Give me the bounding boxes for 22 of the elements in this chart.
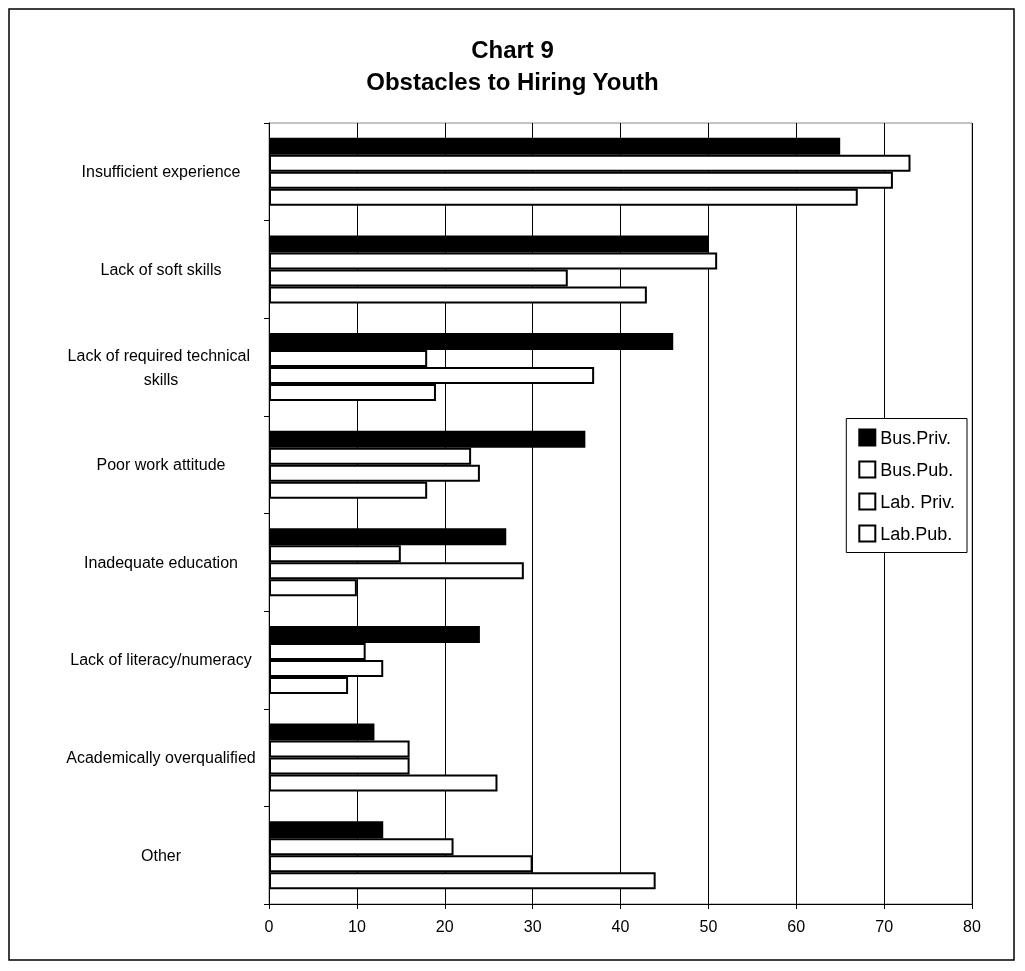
y-tick-label: Lack of required technical skills	[67, 346, 255, 388]
x-tick-label: 40	[611, 917, 630, 935]
y-tick-label: Poor work attitude	[96, 456, 226, 474]
legend-label: Bus.Pub.	[880, 459, 954, 480]
x-tick-label: 50	[699, 917, 718, 935]
y-tick-label: Other	[140, 846, 182, 864]
y-tick-label: Insufficient experience	[81, 163, 241, 181]
chart-title: Chart 9 Obstacles to Hiring Youth	[366, 35, 659, 95]
y-tick-label: Lack of literacy/numeracy	[70, 651, 252, 669]
legend-label: Lab.Pub.	[880, 523, 953, 544]
x-tick-label: 0	[264, 917, 274, 935]
x-tick-label: 30	[523, 917, 542, 935]
y-tick-label: Inadequate education	[84, 553, 238, 571]
y-tick-label: Academically overqualified	[66, 749, 256, 767]
legend-label: Bus.Priv.	[880, 427, 951, 448]
x-tick-label: 80	[963, 917, 981, 935]
x-tick-label: 60	[787, 917, 806, 935]
x-tick-label: 20	[435, 917, 454, 935]
legend-label: Lab. Priv.	[880, 491, 955, 512]
x-tick-label: 70	[875, 917, 894, 935]
y-tick-label: Lack of soft skills	[100, 260, 222, 278]
x-tick-label: 10	[347, 917, 366, 935]
